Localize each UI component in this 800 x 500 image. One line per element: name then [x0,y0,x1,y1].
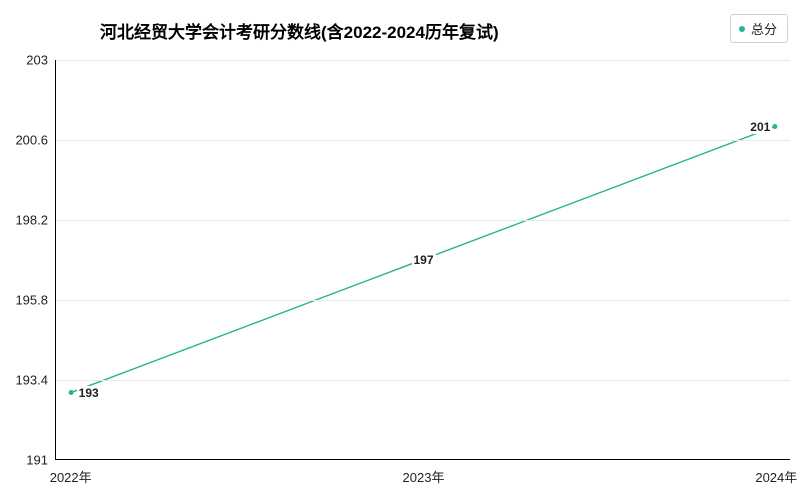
y-tick-label: 203 [26,53,48,68]
plot-area: 191193.4195.8198.2200.62032022年2023年2024… [55,60,790,460]
data-label: 197 [411,253,435,267]
data-label: 201 [748,120,772,134]
data-marker [772,124,777,129]
x-tick-label: 2023年 [403,467,445,486]
y-tick-label: 191 [26,453,48,468]
legend-label: 总分 [751,19,777,38]
data-marker [69,390,74,395]
gridline [56,60,790,61]
gridline [56,300,790,301]
legend: 总分 [730,14,788,43]
gridline [56,220,790,221]
x-tick-label: 2024年 [755,467,797,486]
chart-container: 河北经贸大学会计考研分数线(含2022-2024历年复试) 总分 191193.… [0,0,800,500]
data-label: 193 [77,386,101,400]
gridline [56,140,790,141]
y-tick-label: 193.4 [15,373,48,388]
y-tick-label: 195.8 [15,293,48,308]
chart-title: 河北经贸大学会计考研分数线(含2022-2024历年复试) [100,18,499,43]
legend-marker [739,26,745,32]
x-tick-label: 2022年 [50,467,92,486]
gridline [56,380,790,381]
y-tick-label: 198.2 [15,213,48,228]
y-tick-label: 200.6 [15,133,48,148]
